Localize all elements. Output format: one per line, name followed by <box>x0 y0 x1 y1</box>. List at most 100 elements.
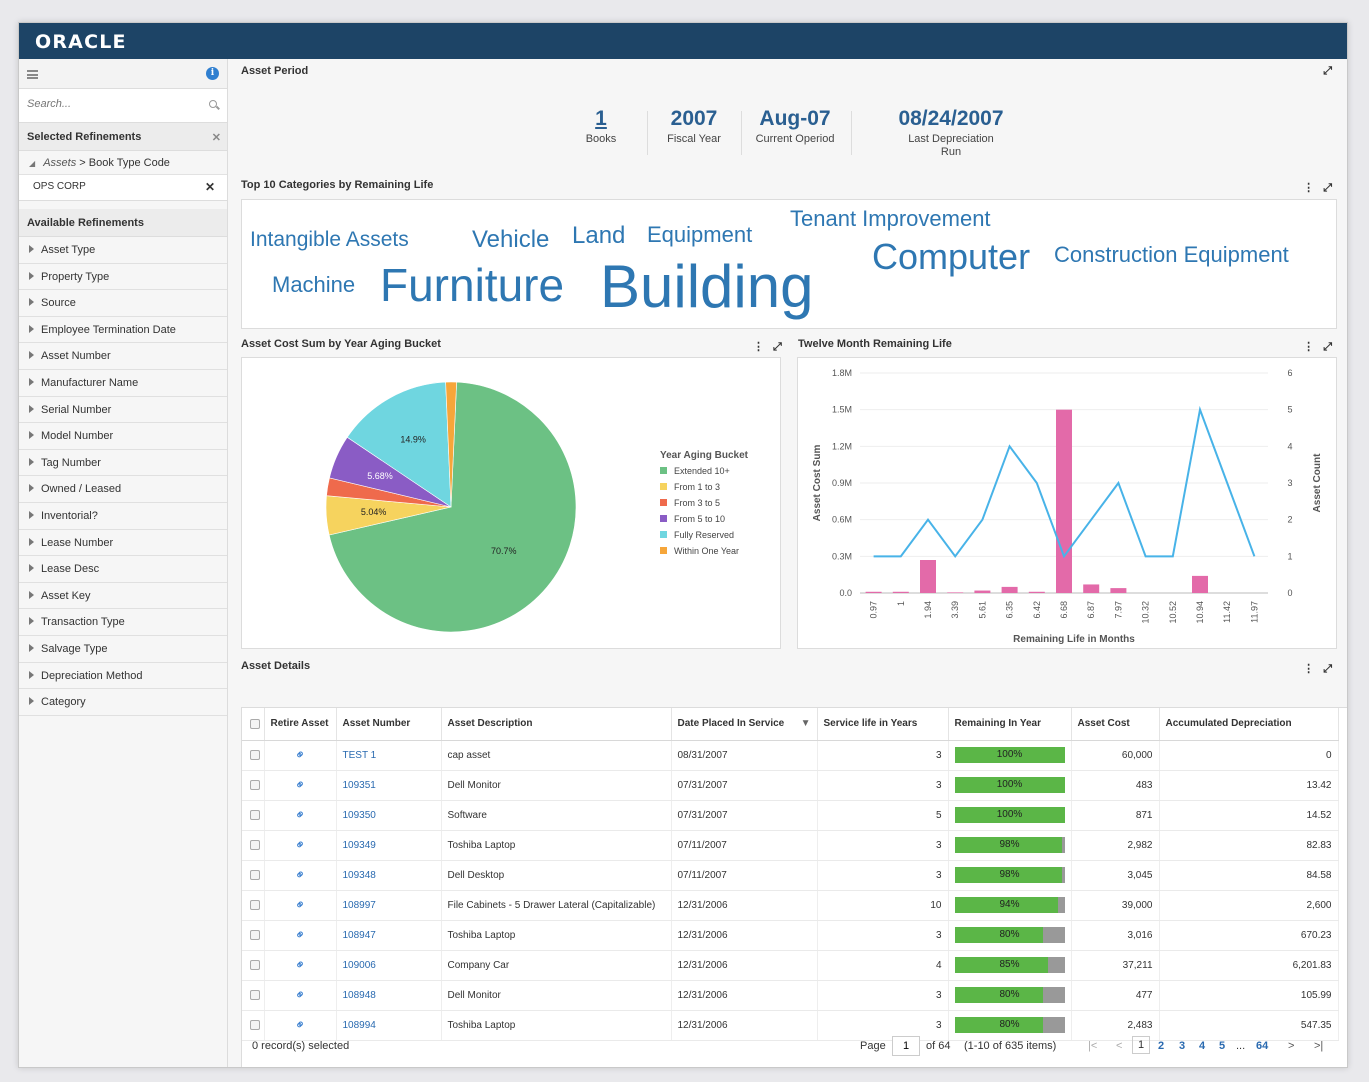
row-checkbox[interactable] <box>250 1020 260 1030</box>
tag-word[interactable]: Furniture <box>380 259 565 311</box>
table-row[interactable]: ⚭ 109349 Toshiba Laptop 07/11/2007 3 98% 2,982… <box>242 830 1339 861</box>
row-checkbox[interactable] <box>250 780 260 790</box>
column-header[interactable]: Asset Description <box>441 708 672 741</box>
table-row[interactable]: ⚭ 108994 Toshiba Laptop 12/31/2006 3 80% 2,483… <box>242 1010 1339 1041</box>
page-link[interactable]: 2 <box>1158 1040 1165 1052</box>
legend-swatch[interactable] <box>660 499 667 506</box>
table-row[interactable]: ⚭ 109350 Software 07/31/2007 5 100% 871 14.52 <box>242 800 1339 831</box>
panel-tools-icon[interactable]: ⋮ ⤢ <box>1303 663 1335 675</box>
column-header[interactable]: Accumulated Depreciation <box>1159 708 1339 741</box>
tag-word[interactable]: Vehicle <box>472 226 550 253</box>
refinement-item[interactable]: Owned / Leased <box>19 476 227 503</box>
row-checkbox[interactable] <box>250 870 260 880</box>
expand-caret-icon[interactable] <box>29 351 34 360</box>
bar-mark[interactable] <box>892 591 909 593</box>
refinement-item[interactable]: Depreciation Method <box>19 662 227 690</box>
asset-number-link[interactable]: 108947 <box>336 920 442 951</box>
expand-caret-icon[interactable] <box>29 431 34 440</box>
refinement-item[interactable]: Property Type <box>19 263 227 291</box>
table-row[interactable]: ⚭ 108997 File Cabinets - 5 Drawer Lateral … <box>242 890 1339 921</box>
table-row[interactable]: ⚭ 108947 Toshiba Laptop 12/31/2006 3 80% 3,016… <box>242 920 1339 951</box>
row-checkbox[interactable] <box>250 810 260 820</box>
select-all-header[interactable] <box>242 708 265 741</box>
retire-asset-cell[interactable]: ⚭ <box>264 1010 337 1041</box>
row-select-cell[interactable] <box>242 920 265 951</box>
table-row[interactable]: ⚭ 109348 Dell Desktop 07/11/2007 3 98% 3,045 84… <box>242 860 1339 891</box>
row-select-cell[interactable] <box>242 950 265 981</box>
info-icon[interactable]: i <box>206 67 219 80</box>
refinement-item[interactable]: Lease Number <box>19 529 227 557</box>
retire-asset-cell[interactable]: ⚭ <box>264 980 337 1011</box>
pie-slice[interactable] <box>328 381 577 633</box>
expand-caret-icon[interactable] <box>29 271 34 280</box>
legend-label[interactable]: From 1 to 3 <box>674 482 720 492</box>
retire-asset-cell[interactable]: ⚭ <box>264 770 337 801</box>
panel-tools-icon[interactable]: ⋮ ⤢ <box>1303 182 1335 194</box>
expand-caret-icon[interactable] <box>29 537 34 546</box>
refinement-item[interactable]: Asset Type <box>19 237 227 264</box>
link-icon[interactable]: ⚭ <box>290 865 309 884</box>
expand-caret-icon[interactable] <box>29 484 34 493</box>
bar-mark[interactable] <box>1083 584 1100 593</box>
legend-swatch[interactable] <box>660 515 667 522</box>
legend-label[interactable]: From 5 to 10 <box>674 514 725 524</box>
page-link-current[interactable]: 1 <box>1132 1036 1151 1054</box>
expand-caret-icon[interactable] <box>29 457 34 466</box>
row-select-cell[interactable] <box>242 890 265 921</box>
table-row[interactable]: ⚭ 108948 Dell Monitor 12/31/2006 3 80% 477 105.… <box>242 980 1339 1011</box>
refinement-item[interactable]: Lease Desc <box>19 556 227 583</box>
link-icon[interactable]: ⚭ <box>290 775 309 794</box>
row-select-cell[interactable] <box>242 860 265 891</box>
remove-refinement-icon[interactable]: ✕ <box>204 180 215 194</box>
expand-caret-icon[interactable] <box>29 298 34 307</box>
link-icon[interactable]: ⚭ <box>290 805 309 824</box>
maximize-icon[interactable]: ⤢ <box>1323 65 1335 77</box>
retire-asset-cell[interactable]: ⚭ <box>264 800 337 831</box>
row-checkbox[interactable] <box>250 960 260 970</box>
table-row[interactable]: ⚭ 109006 Company Car 12/31/2006 4 85% 37,211 6,… <box>242 950 1339 981</box>
panel-tools-icon[interactable]: ⋮ ⤢ <box>753 341 785 353</box>
retire-asset-cell[interactable]: ⚭ <box>264 740 337 771</box>
asset-number-link[interactable]: 108997 <box>336 890 442 921</box>
refinement-item[interactable]: Employee Termination Date <box>19 316 227 344</box>
column-header[interactable]: Remaining In Year <box>948 708 1072 741</box>
row-select-cell[interactable] <box>242 830 265 861</box>
retire-asset-cell[interactable]: ⚭ <box>264 860 337 891</box>
expand-caret-icon[interactable] <box>29 670 34 679</box>
sort-desc-icon[interactable]: ▼ <box>800 718 811 730</box>
row-checkbox[interactable] <box>250 900 260 910</box>
tag-word[interactable]: Intangible Assets <box>250 228 409 251</box>
column-header-sorted[interactable]: Date Placed In Service ▼ <box>671 708 818 741</box>
legend-swatch[interactable] <box>660 483 667 490</box>
retire-asset-cell[interactable]: ⚭ <box>264 830 337 861</box>
retire-asset-cell[interactable]: ⚭ <box>264 920 337 951</box>
asset-number-link[interactable]: 108948 <box>336 980 442 1011</box>
link-icon[interactable]: ⚭ <box>290 895 309 914</box>
column-header[interactable]: Asset Cost <box>1071 708 1160 741</box>
bar-mark[interactable] <box>947 592 964 593</box>
expand-caret-icon[interactable] <box>29 324 34 333</box>
row-select-cell[interactable] <box>242 770 265 801</box>
row-checkbox[interactable] <box>250 750 260 760</box>
expand-caret-icon[interactable] <box>29 404 34 413</box>
clear-refinements-icon[interactable]: ✕ <box>211 132 221 144</box>
table-row[interactable]: ⚭ TEST 1 cap asset 08/31/2007 3 100% 60,000 0 <box>242 740 1339 771</box>
expand-caret-icon[interactable] <box>29 643 34 652</box>
tag-word[interactable]: Tenant Improvement <box>790 206 991 231</box>
search-input[interactable] <box>27 98 197 110</box>
bar-mark[interactable] <box>865 591 882 593</box>
expand-caret-icon[interactable] <box>29 245 34 253</box>
column-header[interactable]: Retire Asset <box>264 708 337 741</box>
retire-asset-cell[interactable]: ⚭ <box>264 890 337 921</box>
last-page-icon[interactable]: >| <box>1314 1040 1324 1052</box>
retire-asset-cell[interactable]: ⚭ <box>264 950 337 981</box>
legend-label[interactable]: Extended 10+ <box>674 466 730 476</box>
asset-number-link[interactable]: 109350 <box>336 800 442 831</box>
table-row[interactable]: ⚭ 109351 Dell Monitor 07/31/2007 3 100% 483 13.… <box>242 770 1339 801</box>
asset-number-link[interactable]: 108994 <box>336 1010 442 1041</box>
menu-icon[interactable] <box>27 70 38 79</box>
legend-label[interactable]: Fully Reserved <box>674 530 734 540</box>
first-page-icon[interactable]: |< <box>1088 1040 1098 1052</box>
asset-number-link[interactable]: 109349 <box>336 830 442 861</box>
kpi-books-value[interactable]: 1 <box>595 107 607 130</box>
